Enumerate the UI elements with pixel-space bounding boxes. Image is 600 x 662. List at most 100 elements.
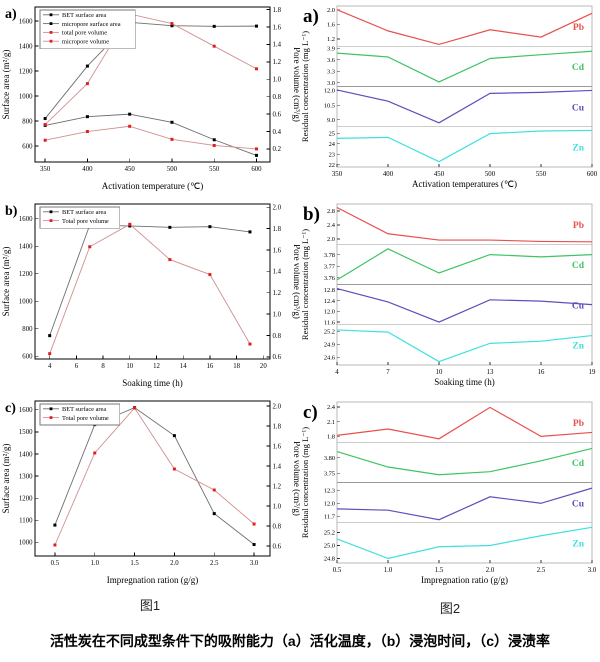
- plot-border: [34, 400, 271, 557]
- x-tick-label: 19: [589, 369, 596, 376]
- y-left-tick-label: 800: [22, 326, 33, 333]
- y-right-axis-title: Pore volume (cm³/g): [292, 244, 300, 319]
- y-tick-label: 12.8: [324, 287, 335, 294]
- y-tick-label: 24: [329, 141, 336, 148]
- y-tick-label: 2.4: [327, 222, 336, 229]
- x-tick-label: 3.0: [588, 567, 597, 574]
- panel-zn: 25.2 24.9 24.6 Zn: [324, 324, 593, 363]
- element-label-cu: Cu: [572, 301, 585, 311]
- y-axis-title: Residual concentration (mg L⁻¹): [300, 31, 310, 142]
- panel-label: c): [303, 402, 318, 423]
- panel-cu: 12.8 12.4 12.0 11.6 Cu: [324, 284, 593, 326]
- y-tick-label: 12.0: [324, 88, 335, 95]
- y-tick-label: 22: [329, 162, 335, 169]
- x-tick-label: 16: [538, 369, 545, 376]
- chart-svg: 4 6 8 10 12 14 16 18 20 600 800 1000 1200 1400 1600 0.6…: [1, 203, 300, 388]
- y-tick-label: 25.2: [324, 328, 335, 335]
- legend-label: BET surface area: [62, 209, 106, 216]
- x-tick-label: 16: [207, 363, 214, 370]
- x-tick-label: 1.5: [130, 560, 139, 567]
- y-right-tick-label: 1.0: [273, 311, 282, 318]
- y-right-tick-label: 0.8: [273, 523, 282, 530]
- y-right-tick-label: 1.4: [273, 463, 282, 470]
- x-axis-title: Soaking time (h): [122, 378, 183, 388]
- legend-label: Total pore volume: [62, 415, 109, 422]
- y-right-tick-label: 1.6: [273, 24, 282, 31]
- x-tick-label: 20: [260, 363, 267, 370]
- x-tick-label: 4: [335, 369, 339, 376]
- legend-label: micropore volume: [62, 38, 109, 45]
- panel-cu: 12.0 10.5 9.0 Cu: [324, 86, 593, 124]
- panel-pb: 2.0 1.6 1.2 Pb: [327, 7, 593, 46]
- y-left-tick-label: 1200: [19, 495, 33, 502]
- y-tick-label: 3.77: [324, 263, 336, 270]
- panel-label: b): [5, 204, 18, 219]
- y-left-tick-label: 1400: [19, 244, 33, 251]
- chart-svg: 2.42.11.8Pb3.803.75Cd12.312.011.7Cu25.22…: [300, 401, 597, 585]
- fig2-chart-a: 2.0 1.6 1.2 Pb 3.9 3.6 3.3 3.0 Cd 12.0 10.5 9.0 Cu 25…: [300, 0, 600, 198]
- legend: BET surface area micropore surface area to…: [39, 9, 136, 50]
- element-label-cd: Cd: [572, 63, 585, 73]
- y-tick-label: 3.6: [327, 57, 335, 64]
- x-tick-label: 2.0: [486, 567, 495, 574]
- legend-label: BET surface area: [62, 406, 106, 413]
- panel-label: a): [5, 7, 17, 22]
- y-left-tick-label: 1000: [19, 299, 33, 306]
- y-right-tick-label: 0.8: [273, 94, 282, 101]
- legend-label: total pore volume: [62, 30, 107, 37]
- y-left-tick-label: 1600: [19, 216, 33, 223]
- panel-label: c): [5, 401, 16, 416]
- element-label-pb: Pb: [573, 221, 584, 231]
- y-right-tick-label: 0.6: [273, 354, 282, 361]
- x-tick-label: 2.5: [210, 560, 219, 567]
- x-tick-label: 8: [101, 363, 105, 370]
- x-tick-label: 400: [383, 171, 394, 178]
- y-left-tick-label: 1200: [19, 68, 33, 75]
- fig1-chart-a: 350 400 450 500 550 600 600 800 1000 1200 1400 1600…: [0, 0, 300, 197]
- y-tick-label: 11.7: [324, 513, 336, 520]
- y-tick-label: 12.0: [324, 309, 335, 316]
- panel-zn: 25.2 25.0 24.8 Zn: [324, 522, 593, 563]
- chart-svg: 2.0 1.6 1.2 Pb 3.9 3.6 3.3 3.0 Cd 12.0 10.5 9.0 Cu 25…: [300, 5, 598, 189]
- chart-svg: 350 400 450 500 550 600 600 800 1000 1200 1400 1600…: [1, 6, 300, 191]
- y-tick-label: 24.9: [324, 341, 335, 348]
- x-tick-label: 2.0: [170, 560, 179, 567]
- y-tick-label: 2.0: [327, 7, 335, 14]
- y-tick-label: 24.6: [324, 354, 335, 361]
- x-axis: 350 400 450 500 550 600: [332, 164, 598, 178]
- x-tick-label: 0.5: [333, 567, 342, 574]
- y-tick-label: 3.9: [327, 45, 335, 52]
- x-tick-label: 3.0: [250, 560, 259, 567]
- x-axis-title: Impregnation ration (g/g): [107, 575, 198, 585]
- x-tick-label: 10: [436, 369, 443, 376]
- fig2-chart-c: 2.4 2.1 1.8 Pb 3.80 3.75 Cd 12.3 12.0 11.7 Cu 25.2 2…: [300, 396, 600, 594]
- panel-cu: 12.3 12.0 11.7 Cu: [324, 482, 593, 520]
- y-tick-label: 1.8: [327, 434, 335, 441]
- y-left-tick-label: 1600: [19, 407, 33, 414]
- axes: 4 6 8 10 12 14 16 18 20 600 800 1000 1200 1400 1600 0.6…: [19, 205, 282, 370]
- chart-svg: 0.5 1.0 1.5 2.0 2.5 3.0 1000 1100 1200 1300 1400 15…: [1, 400, 300, 585]
- y-left-tick-label: 1400: [19, 43, 33, 50]
- x-axis-title: Activation temperatures (℃): [412, 179, 517, 189]
- y-right-tick-label: 1.8: [273, 423, 282, 430]
- y-right-tick-label: 1.4: [273, 269, 282, 276]
- chart-svg: 2.8 2.4 2.0 Pb 3.78 3.77 3.76 Cd 12.8 12.4 12.0 11.…: [300, 203, 596, 387]
- y-right-axis-title: Pore volume (cm³/g): [292, 441, 300, 516]
- x-tick-label: 500: [485, 171, 496, 178]
- element-label-zn: Zn: [572, 144, 584, 154]
- element-label-zn: Zn: [572, 540, 584, 550]
- y-left-tick-label: 1500: [19, 429, 33, 436]
- y-right-tick-label: 2.0: [273, 403, 282, 410]
- y-left-tick-label: 1200: [19, 271, 33, 278]
- y-left-tick-label: 1400: [19, 451, 33, 458]
- x-tick-label: 4: [48, 363, 52, 370]
- y-left-axis-title: Surface area (m²/g): [1, 50, 11, 120]
- y-tick-label: 11.6: [324, 319, 335, 326]
- x-tick-label: 450: [125, 166, 136, 173]
- y-tick-label: 3.78: [324, 252, 335, 259]
- y-tick-label: 25.2: [324, 530, 335, 537]
- x-tick-label: 550: [536, 171, 547, 178]
- y-tick-label: 3.0: [327, 80, 335, 87]
- series-total-pore-volume: [48, 222, 252, 356]
- element-label-cd: Cd: [572, 261, 585, 271]
